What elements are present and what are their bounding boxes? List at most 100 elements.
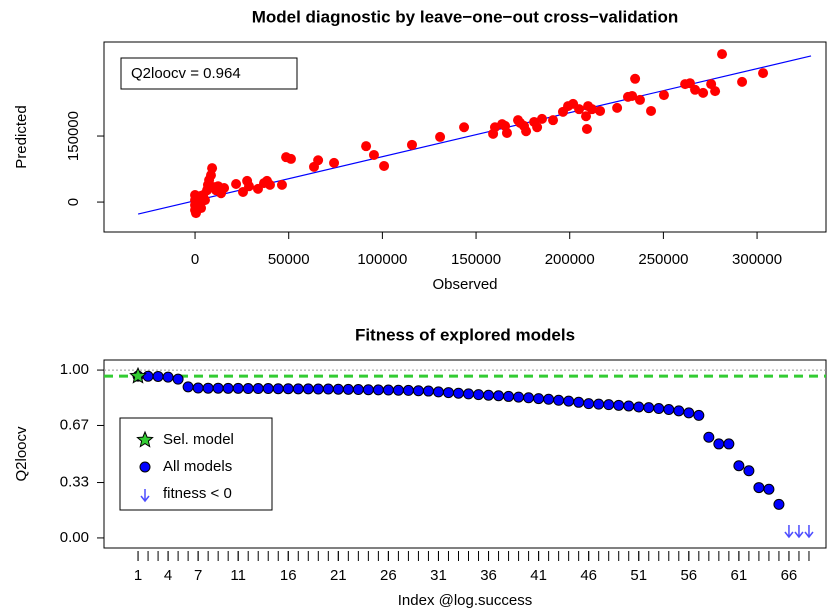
annotation-box — [120, 57, 298, 90]
model-point — [503, 390, 515, 402]
x-tick-label: 16 — [280, 567, 297, 584]
data-point — [646, 105, 657, 116]
data-point — [758, 68, 769, 79]
y-axis-title: Q2loocv — [13, 426, 30, 482]
model-point — [683, 407, 695, 419]
legend-label: All models — [163, 458, 232, 475]
legend-marker — [136, 430, 154, 448]
model-point — [553, 394, 565, 406]
x-tick-label: 36 — [480, 567, 497, 584]
x-tick-label: 1 — [134, 567, 142, 584]
data-point — [379, 160, 390, 171]
model-point — [673, 405, 685, 417]
data-point — [658, 90, 669, 101]
data-point — [581, 111, 592, 122]
model-point — [382, 384, 394, 396]
model-point — [763, 483, 775, 495]
model-point — [272, 383, 284, 395]
model-point — [252, 383, 264, 395]
data-point — [207, 163, 218, 174]
x-tick-label: 0 — [191, 251, 199, 268]
data-point — [574, 104, 585, 115]
x-tick-label: 31 — [430, 567, 447, 584]
model-point — [613, 399, 625, 411]
data-point — [521, 126, 532, 137]
x-tick-label: 26 — [380, 567, 397, 584]
model-point — [142, 370, 154, 382]
data-point — [313, 155, 324, 166]
selected-model — [129, 366, 147, 384]
model-point — [372, 384, 384, 396]
model-point — [442, 387, 454, 399]
data-point — [710, 86, 721, 97]
model-point — [362, 384, 374, 396]
data-point — [634, 94, 645, 105]
chart-title: Model diagnostic by leave−one−out cross−… — [252, 7, 679, 26]
data-point — [264, 179, 275, 190]
x-tick-label: 41 — [530, 567, 547, 584]
x-tick-label: 150000 — [451, 251, 501, 268]
model-point — [693, 409, 705, 421]
model-point — [432, 386, 444, 398]
data-point — [231, 179, 242, 190]
model-point — [392, 384, 404, 396]
data-point — [595, 105, 606, 116]
data-point — [406, 139, 417, 150]
model-point — [192, 382, 204, 394]
data-point — [737, 76, 748, 87]
y-tick-label: 0.67 — [60, 416, 89, 433]
model-point — [483, 389, 495, 401]
data-point — [698, 87, 709, 98]
legend-marker — [140, 489, 150, 503]
negative-arrow — [804, 525, 814, 539]
data-point — [581, 123, 592, 134]
model-point — [322, 383, 334, 395]
x-tick-label: 46 — [580, 567, 597, 584]
model-point — [182, 381, 194, 393]
x-tick-label: 21 — [330, 567, 347, 584]
legend-label: Sel. model — [163, 431, 234, 448]
data-point — [196, 203, 207, 214]
x-tick-label: 250000 — [638, 251, 688, 268]
legend-label: fitness < 0 — [163, 485, 232, 502]
data-point — [532, 122, 543, 133]
model-point — [703, 431, 715, 443]
x-tick-label: 56 — [680, 567, 697, 584]
model-point — [352, 384, 364, 396]
model-point — [653, 403, 665, 415]
data-point — [548, 115, 559, 126]
model-point — [533, 393, 545, 405]
chart-title: Fitness of explored models — [355, 325, 575, 344]
model-point — [583, 398, 595, 410]
model-point — [643, 402, 655, 414]
model-point — [523, 392, 535, 404]
model-point — [563, 395, 575, 407]
model-point — [473, 389, 485, 401]
x-tick-label: 61 — [731, 567, 748, 584]
model-point — [773, 498, 785, 510]
model-point — [262, 383, 274, 395]
negative-arrow — [784, 525, 794, 539]
model-point — [543, 393, 555, 405]
data-point — [501, 127, 512, 138]
x-tick-label: 50000 — [268, 251, 310, 268]
data-point — [368, 149, 379, 160]
model-point — [623, 400, 635, 412]
model-point — [152, 370, 164, 382]
y-tick-label: 0.00 — [60, 529, 89, 546]
y-axis-title: Predicted — [13, 105, 30, 168]
x-tick-label: 66 — [781, 567, 798, 584]
y-tick-label: 150000 — [65, 111, 82, 161]
model-point — [753, 482, 765, 494]
data-point — [536, 113, 547, 124]
x-tick-label: 200000 — [545, 251, 595, 268]
model-point — [412, 385, 424, 397]
model-point — [242, 383, 254, 395]
data-point — [690, 84, 701, 95]
negative-arrow — [794, 525, 804, 539]
model-point — [633, 401, 645, 413]
model-point — [292, 383, 304, 395]
data-point — [329, 157, 340, 168]
model-point — [162, 371, 174, 383]
